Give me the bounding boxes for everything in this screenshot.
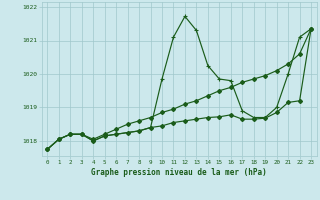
X-axis label: Graphe pression niveau de la mer (hPa): Graphe pression niveau de la mer (hPa) <box>91 168 267 177</box>
